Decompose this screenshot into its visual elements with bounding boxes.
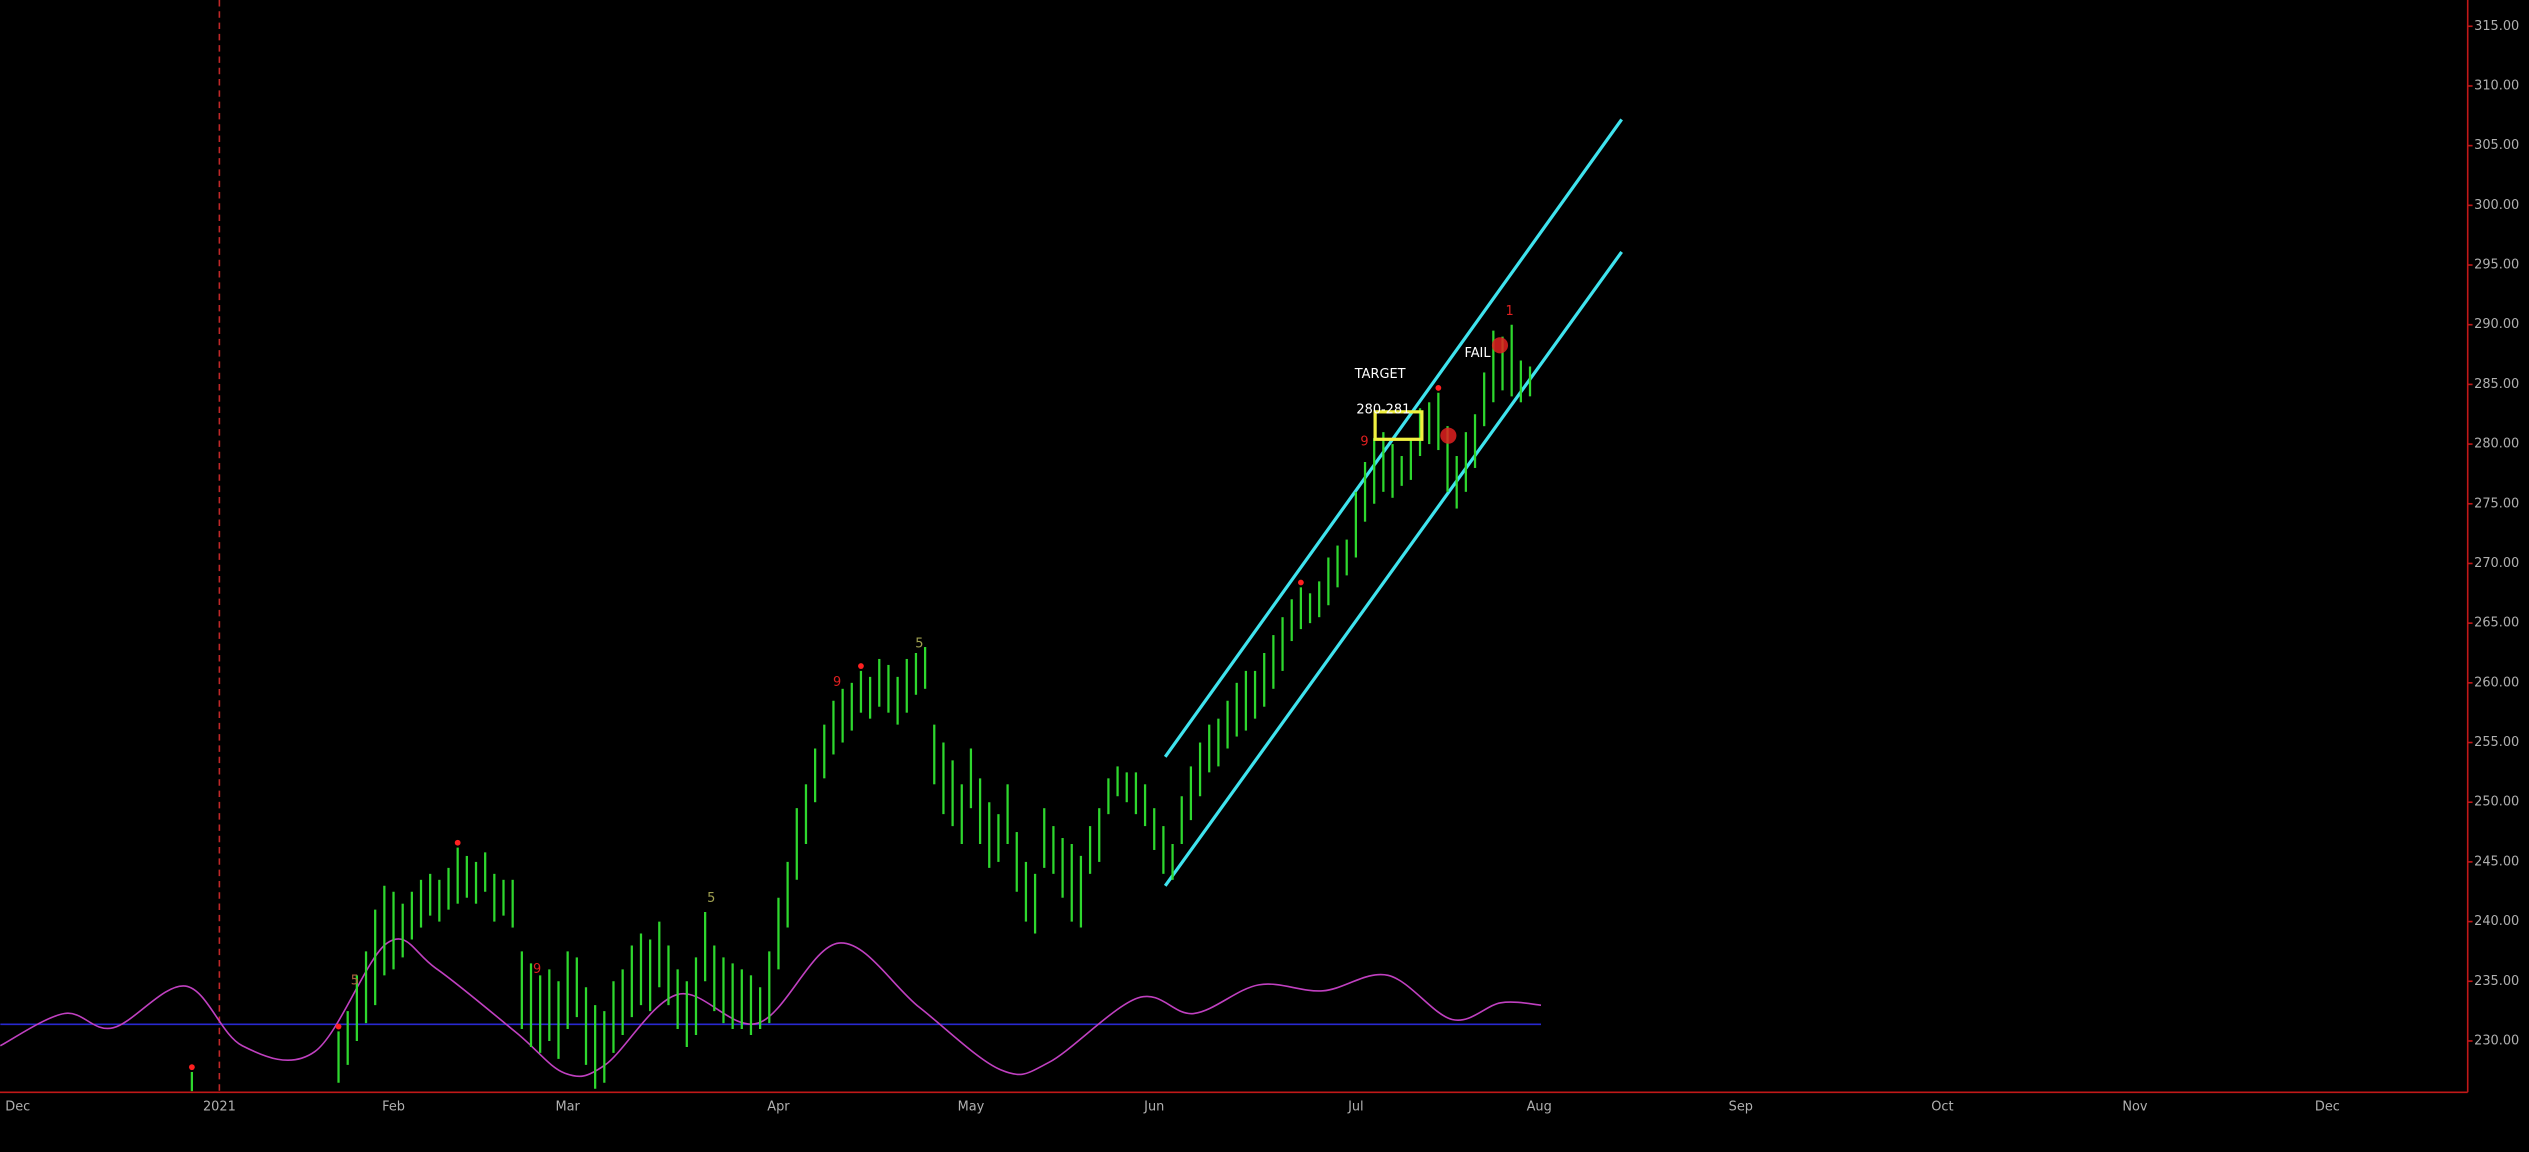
x-tick-label: Dec [2315, 1099, 2340, 1114]
oscillator-line [0, 938, 1542, 1078]
signal-dot [335, 1023, 342, 1030]
y-tick-label: 315.00 [2474, 19, 2519, 34]
y-tick-label: 280.00 [2474, 437, 2519, 452]
y-tick-label: 245.00 [2474, 854, 2519, 869]
y-tick-label: 285.00 [2474, 377, 2519, 392]
plot-area [0, 0, 1623, 1093]
count-label: 9 [1360, 435, 1368, 450]
y-tick-label: 260.00 [2474, 675, 2519, 690]
signal-dot [858, 663, 864, 669]
x-tick-label: Oct [1931, 1099, 1953, 1114]
channel-line [1163, 250, 1623, 887]
annotation: TARGET [1354, 367, 1406, 382]
y-tick-label: 295.00 [2474, 258, 2519, 273]
y-tick-label: 240.00 [2474, 914, 2519, 929]
count-label: 1 [1506, 304, 1514, 319]
annotation: 280-281 [1356, 402, 1410, 417]
count-label: 5 [707, 891, 715, 906]
y-tick-label: 300.00 [2474, 198, 2519, 213]
x-tick-label: Jul [1347, 1099, 1364, 1114]
count-label: 5 [351, 973, 359, 988]
x-tick-label: Mar [555, 1099, 580, 1114]
signal-dot [1435, 385, 1442, 391]
signal-dot [1297, 579, 1304, 586]
x-tick-label: May [958, 1099, 985, 1114]
y-tick-label: 275.00 [2474, 496, 2519, 511]
x-tick-label: Sep [1729, 1099, 1753, 1114]
y-tick-label: 265.00 [2474, 616, 2519, 631]
y-tick-label: 235.00 [2474, 974, 2519, 989]
x-tick-label: Nov [2122, 1099, 2148, 1114]
x-tick-label: Jun [1143, 1099, 1164, 1114]
count-label: 9 [833, 675, 841, 690]
y-tick-label: 305.00 [2474, 138, 2519, 153]
x-tick-label: Apr [767, 1099, 790, 1114]
count-label: 5 [915, 636, 923, 651]
x-tick-label: Feb [382, 1099, 405, 1114]
count-label: 9 [533, 962, 541, 977]
annotation: FAIL [1464, 346, 1491, 361]
x-tick-label: Aug [1527, 1099, 1552, 1114]
y-tick-label: 290.00 [2474, 317, 2519, 332]
x-tick-label: Dec [5, 1099, 30, 1114]
fail-marker [1440, 427, 1457, 444]
y-tick-label: 310.00 [2474, 78, 2519, 93]
y-tick-label: 230.00 [2474, 1033, 2519, 1048]
y-tick-label: 270.00 [2474, 556, 2519, 571]
signal-dot [454, 839, 461, 846]
x-tick-label: 2021 [203, 1099, 236, 1114]
y-tick-label: 255.00 [2474, 735, 2519, 750]
signal-dot [188, 1064, 195, 1071]
target-box [1373, 410, 1424, 441]
fail-marker [1491, 337, 1509, 354]
y-tick-label: 250.00 [2474, 795, 2519, 810]
